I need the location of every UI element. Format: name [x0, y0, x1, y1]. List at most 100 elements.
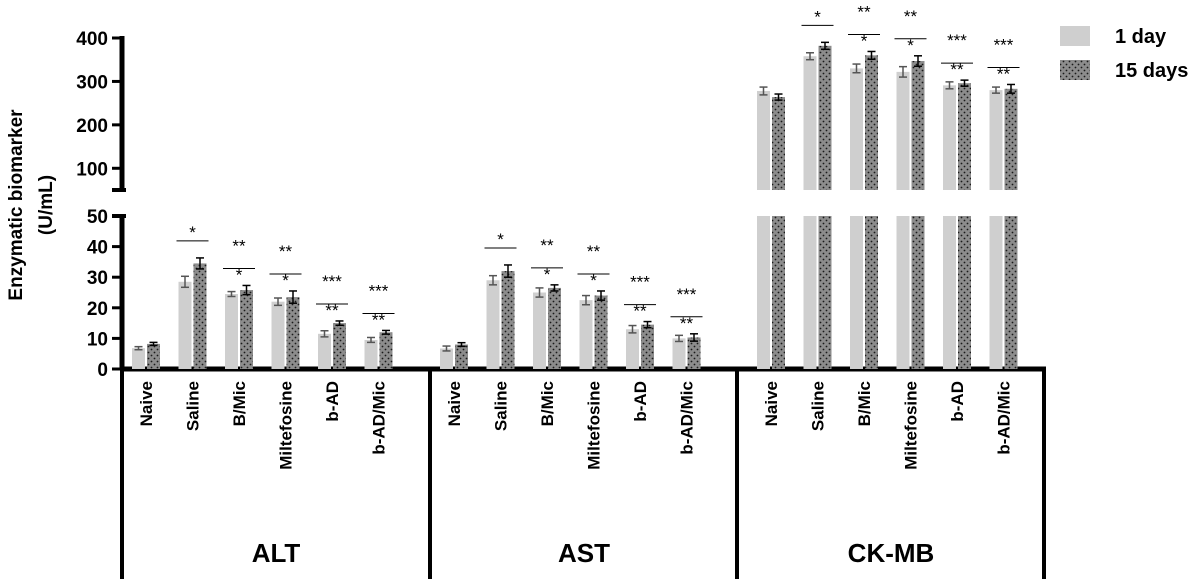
significance-mark: * [544, 265, 551, 284]
bar [989, 216, 1003, 369]
bar [641, 324, 654, 369]
y-tick-label: 30 [87, 268, 108, 289]
group-label: CK-MB [848, 538, 935, 568]
bar [772, 216, 785, 369]
bar [1004, 216, 1018, 369]
significance-mark: * [907, 36, 914, 55]
significance-mark: ** [279, 242, 293, 261]
category-label: B/Mic [230, 381, 249, 426]
bar [850, 216, 863, 369]
bar [579, 300, 593, 369]
legend-label: 1 day [1115, 26, 1167, 48]
bar [193, 263, 207, 369]
bar [533, 292, 546, 369]
category-label: Miltefosine [902, 381, 921, 470]
category-label: Saline [809, 381, 828, 431]
bar [911, 61, 925, 190]
bar [865, 55, 878, 190]
significance-mark: *** [369, 281, 389, 300]
significance-mark: ** [997, 64, 1011, 83]
bar [989, 90, 1003, 190]
bar [943, 216, 956, 369]
significance-mark: ** [232, 236, 246, 255]
category-label: Miltefosine [277, 381, 296, 470]
category-label: Saline [184, 381, 203, 431]
y-tick-label: 400 [76, 29, 108, 50]
bar [911, 216, 925, 369]
category-label: b-AD/Mic [370, 381, 389, 455]
bar [772, 97, 785, 190]
category-label: Naive [137, 381, 156, 426]
bar [271, 301, 285, 369]
bar [757, 90, 770, 190]
group-label: AST [558, 538, 610, 568]
bar [379, 332, 393, 369]
y-tick-label: 0 [97, 360, 108, 381]
bar [943, 85, 956, 190]
bar [318, 333, 331, 369]
bar [896, 71, 910, 190]
bar [687, 337, 701, 369]
category-label: b-AD [631, 381, 650, 422]
y-axis-title: Enzymatic biomarker [6, 109, 27, 301]
y-axis-title-unit: (U/mL) [36, 175, 57, 235]
bar [286, 297, 300, 369]
group-label: ALT [252, 538, 301, 568]
bar [364, 339, 378, 369]
bars [132, 41, 1018, 369]
significance-mark: ** [540, 236, 554, 255]
bar [333, 323, 346, 369]
bar [147, 343, 160, 369]
y-tick-label: 200 [76, 116, 108, 137]
legend-swatch [1060, 26, 1090, 46]
category-label: Saline [492, 381, 511, 431]
significance-mark: ** [587, 242, 601, 261]
y-tick-label: 300 [76, 72, 108, 93]
bar [594, 295, 608, 369]
y-tick-label: 100 [76, 159, 108, 180]
significance-mark: ** [857, 2, 871, 21]
y-tick-label: 40 [87, 238, 108, 259]
category-label: Miltefosine [585, 381, 604, 470]
significance-mark: * [814, 7, 821, 26]
category-label: B/Mic [855, 381, 874, 426]
bar [240, 290, 253, 369]
bar [958, 216, 971, 369]
significance-mark: * [590, 271, 597, 290]
bar [225, 294, 238, 369]
significance-mark: ** [904, 7, 918, 26]
category-label: b-AD/Mic [995, 381, 1014, 455]
category-label: Naive [445, 381, 464, 426]
category-label: b-AD [323, 381, 342, 422]
legend-swatch [1060, 60, 1090, 80]
significance-mark: * [282, 271, 289, 290]
bar [865, 216, 878, 369]
bar [132, 348, 145, 369]
bar [818, 45, 832, 191]
y-tick-label: 10 [87, 329, 108, 350]
legend: 1 day 15 days [1060, 26, 1188, 82]
significance-mark: *** [994, 35, 1014, 54]
significance-mark: *** [630, 273, 650, 292]
bar [818, 216, 832, 369]
bar [486, 280, 500, 369]
significance-mark: *** [322, 272, 342, 291]
bar [548, 287, 561, 369]
significance-mark: * [497, 230, 504, 249]
significance-mark: *** [677, 285, 697, 304]
significance-mark: ** [950, 60, 964, 79]
significance-mark: ** [372, 310, 386, 329]
bar [178, 281, 192, 369]
category-label: b-AD [948, 381, 967, 422]
bar [958, 83, 971, 190]
category-label: Naive [762, 381, 781, 426]
bar [626, 329, 639, 369]
significance-mark: ** [325, 301, 339, 320]
significance-mark: * [189, 223, 196, 242]
bar [803, 56, 817, 190]
bar [1004, 88, 1018, 190]
bar [850, 68, 863, 190]
bar [896, 216, 910, 369]
category-label: B/Mic [538, 381, 557, 426]
significance-mark: ** [680, 314, 694, 333]
